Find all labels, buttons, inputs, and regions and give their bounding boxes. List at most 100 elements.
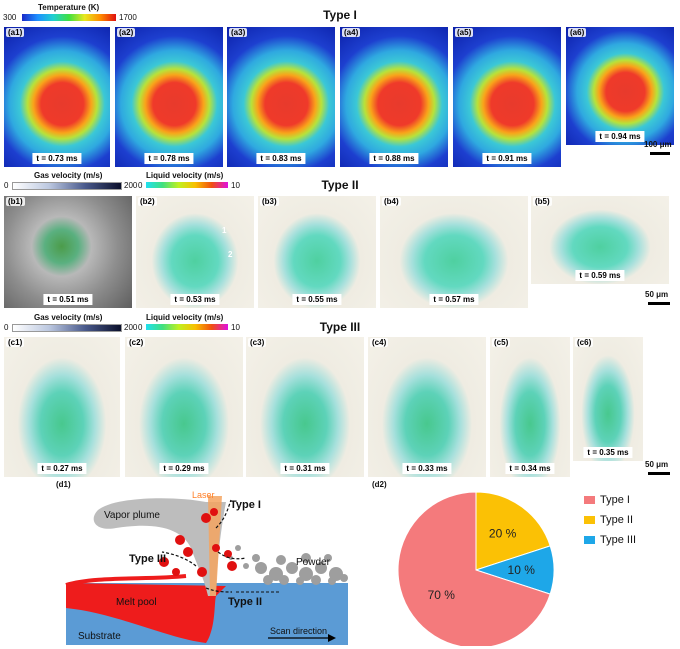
- panel-label: (c5): [492, 338, 511, 347]
- panel-label: (c3): [248, 338, 267, 347]
- panel-label: (c4): [370, 338, 389, 347]
- liquid-velocity-max-c: 10: [231, 323, 240, 332]
- substrate-label: Substrate: [78, 631, 121, 642]
- type3-schematic-label: Type III: [129, 553, 167, 565]
- panel-label: (a3): [229, 28, 248, 37]
- panel-c6: (c6) t = 0.35 ms: [573, 337, 643, 461]
- time-label: t = 0.53 ms: [170, 294, 220, 305]
- panel-label-d2: (d2): [372, 480, 387, 489]
- panel-label: (a5): [455, 28, 474, 37]
- gas-velocity-label-c: Gas velocity (m/s): [34, 313, 103, 322]
- panel-c1: (c1) t = 0.27 ms: [4, 337, 120, 477]
- time-label: t = 0.51 ms: [43, 294, 93, 305]
- time-label: t = 0.34 ms: [505, 463, 555, 474]
- marker-1: 1: [222, 226, 227, 235]
- legend-swatch: [584, 516, 595, 525]
- panel-c3: (c3) t = 0.31 ms: [246, 337, 364, 477]
- panel-b3: (b3) t = 0.55 ms: [258, 196, 376, 308]
- time-label: t = 0.29 ms: [159, 463, 209, 474]
- time-label: t = 0.57 ms: [429, 294, 479, 305]
- panel-a2: (a2) t = 0.78 ms: [115, 27, 223, 167]
- time-label: t = 0.73 ms: [32, 153, 82, 164]
- panel-label: (b1): [6, 197, 25, 206]
- panel-label: (c1): [6, 338, 25, 347]
- panel-a6: (a6) t = 0.94 ms: [566, 27, 674, 145]
- time-label: t = 0.55 ms: [292, 294, 342, 305]
- time-label: t = 0.91 ms: [482, 153, 532, 164]
- time-label: t = 0.88 ms: [369, 153, 419, 164]
- legend-item-type-i: Type I: [584, 494, 630, 506]
- melt-pool-shape: [66, 583, 226, 643]
- type1-title: Type I: [323, 8, 357, 22]
- panel-b2: (b2) t = 0.53 ms 1 2: [136, 196, 254, 308]
- legend-label: Type II: [600, 514, 634, 526]
- time-label: t = 0.83 ms: [256, 153, 306, 164]
- liquid-velocity-max-b: 10: [231, 181, 240, 190]
- liquid-velocity-label-b: Liquid velocity (m/s): [146, 171, 224, 180]
- temperature-colorbar-label: Temperature (K): [38, 3, 100, 12]
- time-label: t = 0.27 ms: [37, 463, 87, 474]
- gas-velocity-min-b: 0: [4, 181, 9, 190]
- schematic-diagram: [65, 496, 348, 645]
- type1-schematic-label: Type I: [230, 499, 261, 511]
- panel-c2: (c2) t = 0.29 ms: [125, 337, 243, 477]
- panel-c4: (c4) t = 0.33 ms: [368, 337, 486, 477]
- panel-a5: (a5) t = 0.91 ms: [453, 27, 561, 167]
- time-label: t = 0.78 ms: [144, 153, 194, 164]
- panel-label: (b4): [382, 197, 401, 206]
- panel-label: (a4): [342, 28, 361, 37]
- gas-velocity-colorbar-c: [12, 324, 122, 332]
- legend-item-type-ii: Type II: [584, 514, 633, 526]
- type2-schematic-label: Type II: [228, 596, 263, 608]
- temperature-min: 300: [3, 13, 17, 22]
- panel-label: (b3): [260, 197, 279, 206]
- panel-b4: (b4) t = 0.57 ms: [380, 196, 528, 308]
- time-label: t = 0.33 ms: [402, 463, 452, 474]
- panel-label: (a6): [568, 28, 587, 37]
- legend-label: Type I: [600, 494, 630, 506]
- spatter-droplets: [159, 508, 237, 577]
- time-label: t = 0.94 ms: [595, 131, 645, 142]
- panel-a3: (a3) t = 0.83 ms: [227, 27, 335, 167]
- scale-bar-b: [648, 302, 670, 305]
- legend-label: Type III: [600, 534, 637, 546]
- liquid-velocity-min-c: 0: [138, 323, 143, 332]
- panel-b5: (b5) t = 0.59 ms: [531, 196, 669, 284]
- type3-title: Type III: [319, 320, 361, 334]
- pie-label-type-ii: 20 %: [489, 526, 517, 540]
- laser-label: Laser: [192, 490, 215, 500]
- temperature-colorbar: [22, 14, 116, 21]
- liquid-velocity-min-b: 0: [138, 181, 143, 190]
- scale-bar-label-c: 50 μm: [645, 460, 669, 469]
- legend-swatch: [584, 536, 595, 545]
- vapor-plume-shape: [93, 498, 226, 596]
- vapor-plume-label: Vapor plume: [104, 510, 160, 521]
- temperature-max: 1700: [119, 13, 137, 22]
- liquid-velocity-colorbar-c: [146, 324, 228, 330]
- pie-chart: 20 % 10 % 70 %: [397, 491, 555, 646]
- panel-a4: (a4) t = 0.88 ms: [340, 27, 448, 167]
- scale-bar-label-b: 50 μm: [645, 290, 669, 299]
- powder-label: Powder: [296, 557, 330, 568]
- melt-pool-label: Melt pool: [116, 597, 157, 608]
- panel-label: (b5): [533, 197, 552, 206]
- pie-label-type-iii: 10 %: [508, 563, 536, 577]
- panel-label: (a2): [117, 28, 136, 37]
- panel-label: (c2): [127, 338, 146, 347]
- pie-slice-type-i: [397, 491, 551, 646]
- gas-velocity-max-c: 200: [124, 323, 138, 332]
- panel-label: (c6): [575, 338, 594, 347]
- scale-bar-label-a: 100 μm: [644, 140, 672, 149]
- legend-swatch: [584, 496, 595, 505]
- gas-velocity-label-b: Gas velocity (m/s): [34, 171, 103, 180]
- scale-bar-c: [648, 472, 670, 475]
- panel-label: (a1): [6, 28, 25, 37]
- scan-direction-label: Scan direction: [270, 626, 328, 636]
- time-label: t = 0.35 ms: [583, 447, 633, 458]
- panel-label-d1: (d1): [56, 480, 71, 489]
- panel-a1: (a1) t = 0.73 ms: [4, 27, 110, 167]
- gas-velocity-colorbar-b: [12, 182, 122, 190]
- gas-velocity-min-c: 0: [4, 323, 9, 332]
- marker-2: 2: [228, 250, 233, 259]
- liquid-velocity-colorbar-b: [146, 182, 228, 188]
